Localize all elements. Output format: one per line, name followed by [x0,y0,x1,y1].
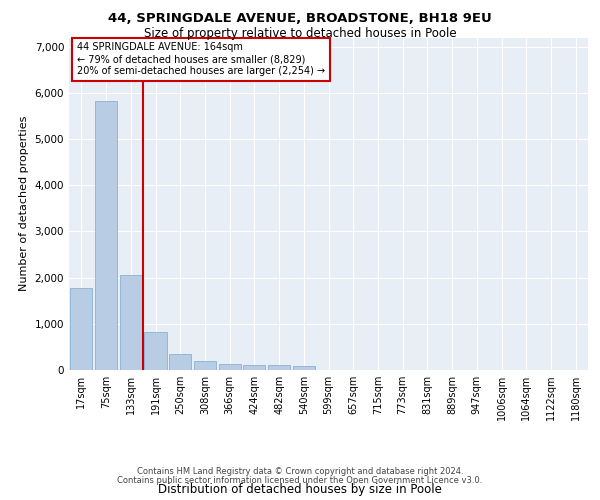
Bar [268,366,290,370]
Bar [293,366,315,370]
Text: Distribution of detached houses by size in Poole: Distribution of detached houses by size … [158,483,442,496]
Text: Contains public sector information licensed under the Open Government Licence v3: Contains public sector information licen… [118,476,482,485]
Bar [95,101,117,370]
Text: 44, SPRINGDALE AVENUE, BROADSTONE, BH18 9EU: 44, SPRINGDALE AVENUE, BROADSTONE, BH18 … [108,12,492,26]
Bar [169,354,191,370]
Text: Contains HM Land Registry data © Crown copyright and database right 2024.: Contains HM Land Registry data © Crown c… [137,467,463,476]
Bar [119,275,142,370]
Bar [243,365,265,370]
Text: Size of property relative to detached houses in Poole: Size of property relative to detached ho… [143,28,457,40]
Bar [194,361,216,370]
Bar [70,288,92,370]
Text: 44 SPRINGDALE AVENUE: 164sqm
← 79% of detached houses are smaller (8,829)
20% of: 44 SPRINGDALE AVENUE: 164sqm ← 79% of de… [77,42,325,76]
Y-axis label: Number of detached properties: Number of detached properties [19,116,29,292]
Bar [218,364,241,370]
Bar [145,332,167,370]
